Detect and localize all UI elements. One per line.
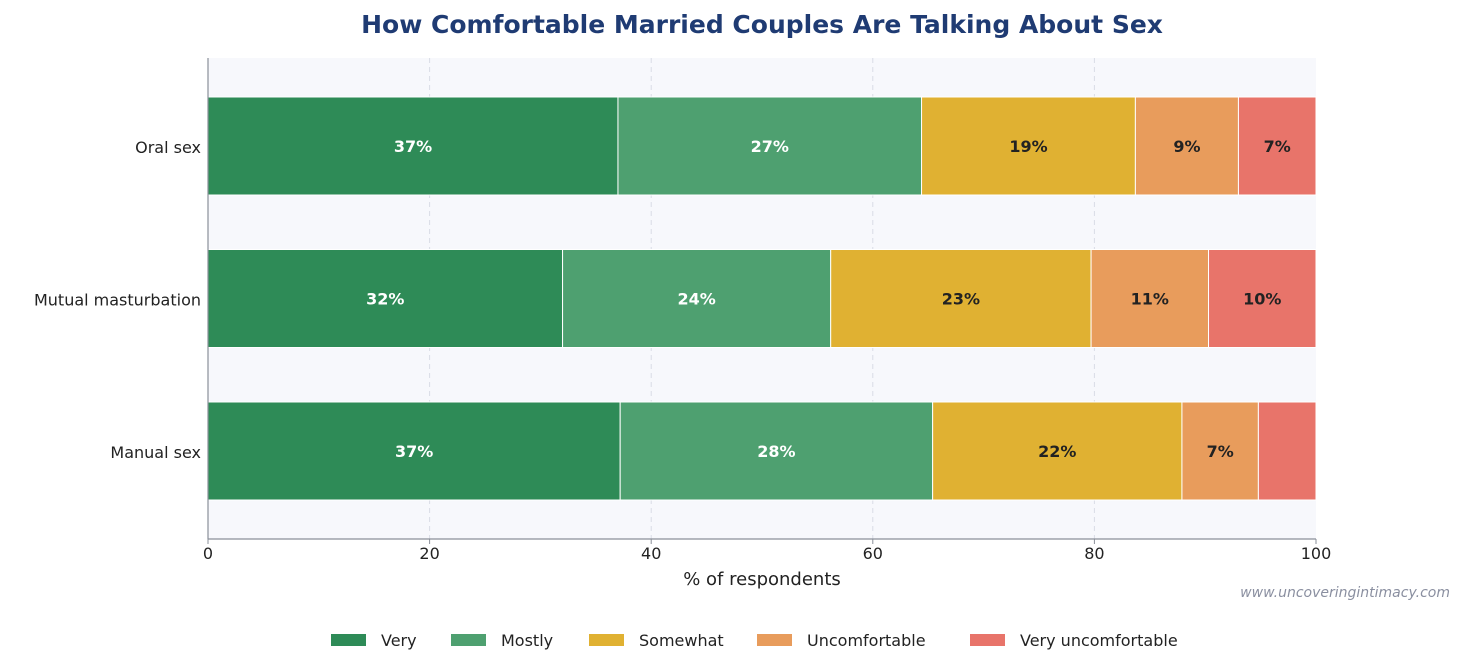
x-tick-label: 80: [1084, 544, 1104, 563]
x-tick-label: 60: [863, 544, 883, 563]
bar-data-label: 19%: [1009, 137, 1047, 156]
x-tick-label: 0: [203, 544, 213, 563]
bar-data-label: 10%: [1243, 290, 1281, 309]
bars: 37% 27% 19% 9% 7% 32% 24% 23% 11% 10% 37% 28% 22% 7%: [207, 96, 1317, 501]
bar-segment: [1208, 249, 1317, 348]
legend-label: Somewhat: [639, 631, 724, 650]
watermark: www.uncoveringintimacy.com: [1240, 585, 1450, 601]
bar-segment: [207, 401, 621, 501]
bar-data-label: 32%: [366, 290, 404, 309]
axes: [207, 58, 1316, 540]
bar-data-label: 37%: [395, 442, 433, 461]
bar-segment: [1257, 401, 1317, 501]
x-ticks: 0 20 40 60 80 100: [203, 539, 1331, 563]
bar-data-label: 28%: [757, 442, 795, 461]
legend: Very Mostly Somewhat Uncomfortable Very unco…: [331, 631, 1178, 650]
legend-swatch: [589, 634, 624, 646]
bar-data-label: 27%: [751, 137, 789, 156]
bar-data-label: 7%: [1264, 137, 1291, 156]
legend-label: Very uncomfortable: [1020, 631, 1178, 650]
chart-title: How Comfortable Married Couples Are Talk…: [361, 10, 1163, 39]
bar-segment: [207, 249, 564, 348]
x-tick-label: 100: [1301, 544, 1332, 563]
legend-label: Very: [381, 631, 417, 650]
bar-data-label: 37%: [394, 137, 432, 156]
legend-swatch: [970, 634, 1005, 646]
bar-segment: [921, 96, 1136, 196]
bar-data-label: 23%: [942, 290, 980, 309]
x-tick-label: 40: [641, 544, 661, 563]
bar-segment: [932, 401, 1183, 501]
legend-swatch: [757, 634, 792, 646]
category-label: Mutual masturbation: [34, 291, 201, 310]
category-label: Oral sex: [135, 138, 201, 157]
bar-segment: [1134, 96, 1239, 196]
bar-segment: [619, 401, 934, 501]
x-tick-label: 20: [419, 544, 439, 563]
legend-label: Uncomfortable: [807, 631, 926, 650]
x-axis-title: % of respondents: [683, 569, 841, 590]
bar-segment: [1237, 96, 1317, 196]
bar-data-label: 11%: [1131, 290, 1169, 309]
category-label: Manual sex: [110, 443, 201, 462]
bar-data-label: 24%: [677, 290, 715, 309]
legend-swatch: [451, 634, 486, 646]
category-labels: Oral sex Mutual masturbation Manual sex: [34, 138, 201, 462]
bar-data-label: 9%: [1173, 137, 1200, 156]
bar-segment: [830, 249, 1092, 348]
bar-segment: [207, 96, 619, 196]
bar-data-label: 7%: [1207, 442, 1234, 461]
bar-segment: [617, 96, 923, 196]
legend-label: Mostly: [501, 631, 553, 650]
legend-swatch: [331, 634, 366, 646]
bar-data-label: 22%: [1038, 442, 1076, 461]
bar-segment: [562, 249, 832, 348]
bar-segment: [1090, 249, 1210, 348]
